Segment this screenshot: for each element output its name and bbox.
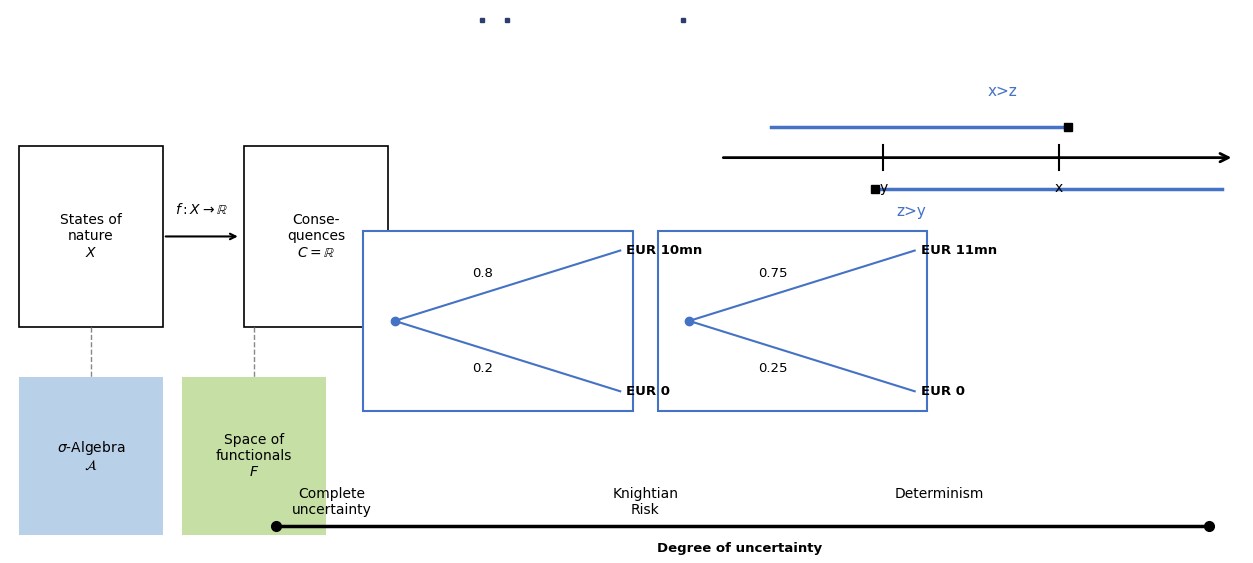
Bar (244, 146, 388, 327)
Text: z>y: z>y (896, 204, 926, 219)
Text: Space of
functionals
$F$: Space of functionals $F$ (216, 433, 292, 479)
Text: Complete
uncertainty: Complete uncertainty (292, 487, 372, 517)
Text: 0.8: 0.8 (472, 266, 492, 280)
Text: EUR 10mn: EUR 10mn (626, 244, 703, 257)
Bar (363, 231, 633, 411)
Text: 0.25: 0.25 (758, 362, 788, 376)
Text: States of
nature
$X$: States of nature $X$ (60, 213, 122, 260)
Text: Degree of uncertainty: Degree of uncertainty (657, 542, 822, 555)
Text: EUR 0: EUR 0 (921, 385, 965, 398)
Text: x: x (1055, 181, 1063, 195)
Text: $f: X \rightarrow \mathbb{R}$: $f: X \rightarrow \mathbb{R}$ (175, 202, 228, 217)
Bar (658, 231, 927, 411)
Text: 0.2: 0.2 (472, 362, 492, 376)
Text: $\sigma$-Algebra
$\mathcal{A}$: $\sigma$-Algebra $\mathcal{A}$ (56, 439, 125, 473)
Text: EUR 0: EUR 0 (626, 385, 670, 398)
Text: Conse-
quences
$C = \mathbb{R}$: Conse- quences $C = \mathbb{R}$ (287, 213, 346, 260)
Text: EUR 11mn: EUR 11mn (921, 244, 997, 257)
Bar (182, 377, 326, 535)
Bar (19, 377, 163, 535)
Text: x>z: x>z (987, 83, 1017, 99)
Text: 0.75: 0.75 (758, 266, 788, 280)
Text: y: y (880, 181, 887, 195)
Bar (19, 146, 163, 327)
Text: Knightian
Risk: Knightian Risk (613, 487, 678, 517)
Text: Determinism: Determinism (895, 487, 985, 501)
